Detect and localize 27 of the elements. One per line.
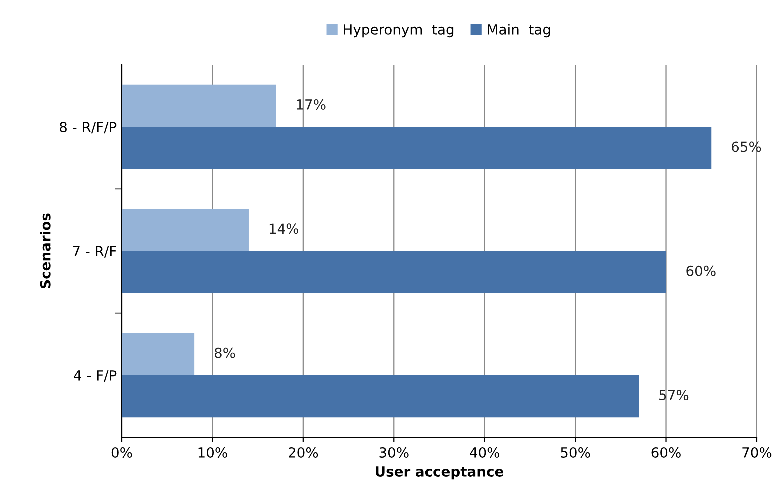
x-tick-label: 70% (742, 447, 772, 458)
bar (122, 209, 249, 252)
x-tick-label: 10% (198, 447, 228, 458)
data-label: 60% (686, 266, 716, 276)
x-axis-title: User acceptance (376, 466, 504, 480)
bar (122, 127, 712, 170)
data-label: 57% (660, 390, 689, 401)
y-tick-label: 8 - R/F/P (60, 122, 117, 134)
bar (122, 251, 666, 294)
bar (122, 84, 276, 128)
y-axis-title: Scenarios (40, 214, 51, 288)
y-tick-label: 7 - R/F (73, 246, 116, 258)
bar (122, 375, 640, 418)
x-tick-label: 50% (561, 447, 590, 458)
data-label: 8% (214, 348, 236, 358)
x-tick-label: 30% (380, 447, 409, 458)
x-tick-label: 60% (652, 447, 681, 458)
x-tick-label: 20% (289, 447, 318, 458)
legend-label: Main tag (488, 24, 550, 38)
x-tick-label: 0% (112, 447, 132, 458)
bar (122, 333, 195, 376)
data-label: 14% (270, 224, 299, 234)
y-tick-label: 4 - F/P (74, 370, 117, 382)
data-label: 17% (297, 100, 326, 110)
legend-label: Hyperonym tag (344, 24, 454, 38)
data-label: 65% (732, 142, 762, 152)
x-tick-label: 40% (470, 447, 500, 458)
